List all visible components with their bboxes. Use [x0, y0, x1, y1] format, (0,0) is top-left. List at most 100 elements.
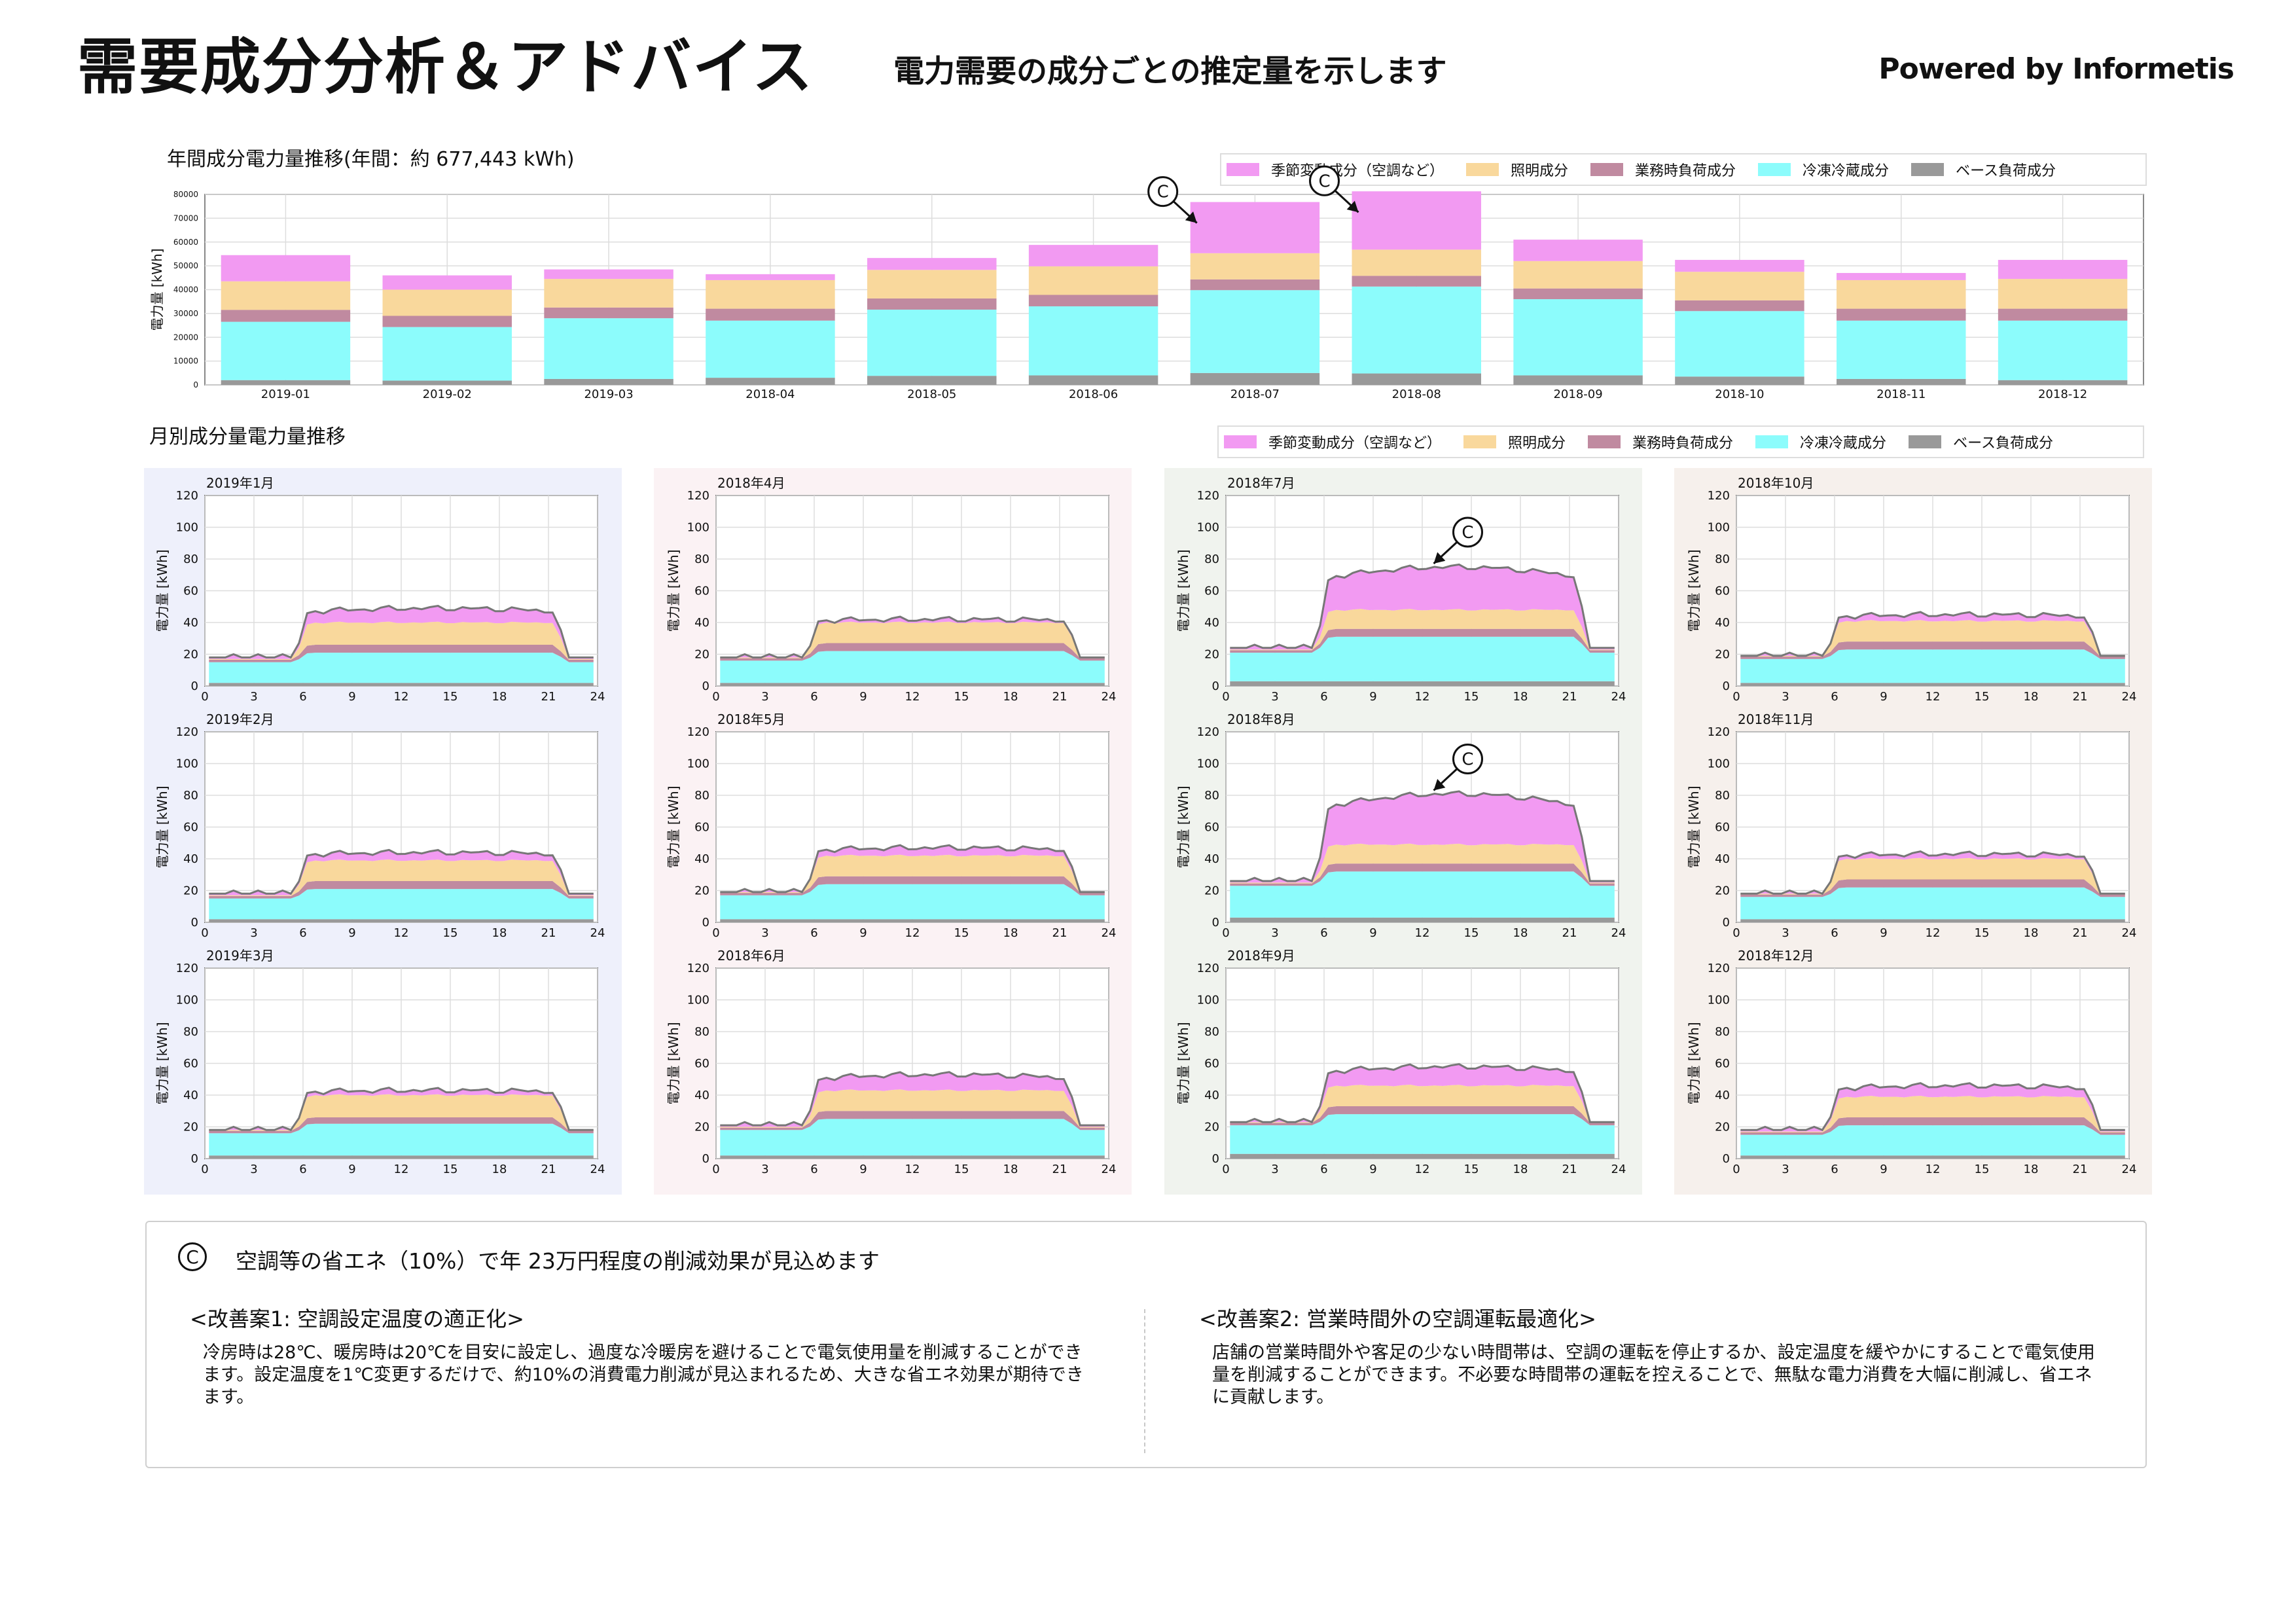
monthly-x-tick-label: 12 — [394, 690, 409, 704]
annual-bar-segment-business — [1190, 279, 1320, 291]
monthly-x-tick-label: 0 — [201, 690, 208, 704]
monthly-y-tick-label: 20 — [1715, 884, 1730, 898]
annual-y-tick-label: 40000 — [173, 285, 198, 295]
annual-bar-segment-lighting — [1837, 280, 1966, 309]
monthly-y-tick-label: 120 — [1197, 962, 1219, 975]
annual-bar-segment-base — [1675, 376, 1804, 385]
monthly-area-business — [720, 1111, 1105, 1130]
monthly-y-tick-label: 40 — [183, 1089, 198, 1102]
monthly-x-tick-label: 21 — [1052, 1163, 1067, 1176]
annual-bar-segment-base — [1998, 380, 2128, 385]
annual-bar-segment-lighting — [1513, 261, 1643, 289]
monthly-x-tick-label: 9 — [1880, 926, 1887, 940]
plan1-body: 冷房時は28℃、暖房時は20℃を目安に設定し、過度な冷暖房を避けることで電気使用… — [203, 1343, 1084, 1407]
monthly-x-tick-label: 15 — [1464, 926, 1479, 940]
monthly-area-business — [1230, 628, 1615, 653]
monthly-x-tick-label: 18 — [2024, 926, 2039, 940]
monthly-y-tick-label: 0 — [702, 1152, 709, 1166]
monthly-y-tick-label: 100 — [1197, 521, 1219, 535]
monthly-y-tick-label: 120 — [176, 725, 198, 739]
monthly-area-base — [1740, 919, 2125, 922]
monthly-total-outline — [1230, 563, 1615, 649]
c-marker-label: C — [1462, 523, 1473, 543]
monthly-x-tick-label: 12 — [905, 690, 920, 704]
monthly-y-tick-label: 80 — [183, 552, 198, 566]
legend-item-base: ベース負荷成分 — [1911, 159, 2056, 180]
monthly-y-tick-label: 40 — [1204, 852, 1219, 866]
monthly-total-outline — [209, 848, 594, 895]
monthly-area-seasonal — [720, 845, 1105, 892]
legend-swatch-refrigeration — [1758, 163, 1791, 176]
annual-y-tick-label: 60000 — [173, 238, 198, 247]
page-title: 需要成分分析＆アドバイス — [77, 32, 814, 102]
monthly-y-tick-label: 60 — [694, 821, 709, 835]
annual-bar-segment-refrigeration — [867, 310, 997, 376]
legend-swatch-base — [1911, 163, 1945, 176]
monthly-y-tick-label: 100 — [1708, 994, 1730, 1007]
monthly-y-tick-label: 80 — [1204, 789, 1219, 803]
monthly-x-tick-label: 18 — [1513, 926, 1528, 940]
monthly-y-tick-label: 80 — [183, 789, 198, 803]
monthly-area-business — [1230, 863, 1615, 886]
monthly-x-tick-label: 15 — [1464, 1163, 1479, 1176]
monthly-y-tick-label: 120 — [176, 962, 198, 975]
callout-arrow-head — [1433, 779, 1446, 791]
monthly-chart-title: 2018年7月 — [1227, 475, 1295, 491]
monthly-x-tick-label: 0 — [201, 1163, 208, 1176]
monthly-y-tick-label: 80 — [694, 789, 709, 803]
annual-bar-segment-lighting — [1352, 249, 1481, 276]
monthly-y-tick-label: 40 — [1204, 616, 1219, 630]
monthly-y-tick-label: 60 — [694, 585, 709, 598]
legend-swatch-seasonal — [1227, 163, 1259, 176]
annual-bar-segment-seasonal — [867, 258, 997, 270]
monthly-x-tick-label: 21 — [1562, 926, 1577, 940]
monthly-y-tick-label: 20 — [1204, 1121, 1219, 1134]
monthly-area-lighting — [1230, 843, 1615, 884]
monthly-x-tick-label: 15 — [954, 926, 969, 940]
monthly-total-outline — [1740, 611, 2125, 657]
monthly-y-tick-label: 120 — [1197, 725, 1219, 739]
monthly-x-tick-label: 12 — [394, 1163, 409, 1176]
monthly-area-refrigeration — [720, 651, 1105, 683]
monthly-x-tick-label: 6 — [810, 1163, 817, 1176]
monthly-x-tick-label: 6 — [299, 1163, 306, 1176]
monthly-x-tick-label: 21 — [1052, 926, 1067, 940]
monthly-area-base — [209, 683, 594, 686]
monthly-y-tick-label: 60 — [1204, 1057, 1219, 1071]
monthly-x-tick-label: 24 — [2122, 926, 2137, 940]
monthly-x-tick-label: 18 — [1003, 1163, 1018, 1176]
annual-bar-segment-seasonal — [1190, 202, 1320, 253]
monthly-x-tick-label: 15 — [954, 690, 969, 704]
monthly-x-tick-label: 21 — [1052, 690, 1067, 704]
monthly-x-tick-label: 15 — [443, 690, 458, 704]
annual-bar-segment-base — [382, 380, 512, 385]
monthly-y-tick-label: 20 — [1715, 648, 1730, 662]
monthly-x-tick-label: 18 — [1003, 690, 1018, 704]
monthly-x-tick-label: 3 — [1271, 1163, 1278, 1176]
monthly-y-tick-label: 100 — [176, 757, 198, 771]
callout-arrow-head — [1185, 211, 1197, 223]
monthly-y-tick-label: 80 — [1715, 552, 1730, 566]
annual-bar-segment-lighting — [706, 280, 835, 309]
monthly-area-base — [1230, 681, 1615, 686]
monthly-x-tick-label: 6 — [1831, 926, 1838, 940]
c-marker-icon — [1309, 165, 1340, 196]
monthly-y-tick-label: 20 — [1204, 884, 1219, 898]
annual-x-tick-label: 2018-11 — [1876, 388, 1926, 401]
monthly-y-tick-label: 120 — [1197, 489, 1219, 503]
annual-y-tick-label: 30000 — [173, 309, 198, 318]
monthly-y-tick-label: 40 — [1715, 616, 1730, 630]
monthly-y-axis-label: 電力量 [kWh] — [666, 550, 681, 632]
monthly-area-lighting — [720, 621, 1105, 659]
monthly-area-refrigeration — [1230, 636, 1615, 681]
legend-item-seasonal: 季節変動成分（空調など） — [1224, 431, 1441, 452]
legend-label: 冷凍冷蔵成分 — [1800, 435, 1887, 452]
monthly-x-tick-label: 15 — [1464, 690, 1479, 704]
monthly-x-tick-label: 0 — [712, 1163, 719, 1176]
monthly-x-tick-label: 24 — [1102, 1163, 1117, 1176]
monthly-x-tick-label: 3 — [1271, 690, 1278, 704]
annual-bar-segment-lighting — [382, 289, 512, 316]
monthly-y-tick-label: 120 — [1708, 725, 1730, 739]
monthly-chart-title: 2018年4月 — [717, 475, 785, 491]
legend-item-lighting: 照明成分 — [1466, 159, 1568, 180]
